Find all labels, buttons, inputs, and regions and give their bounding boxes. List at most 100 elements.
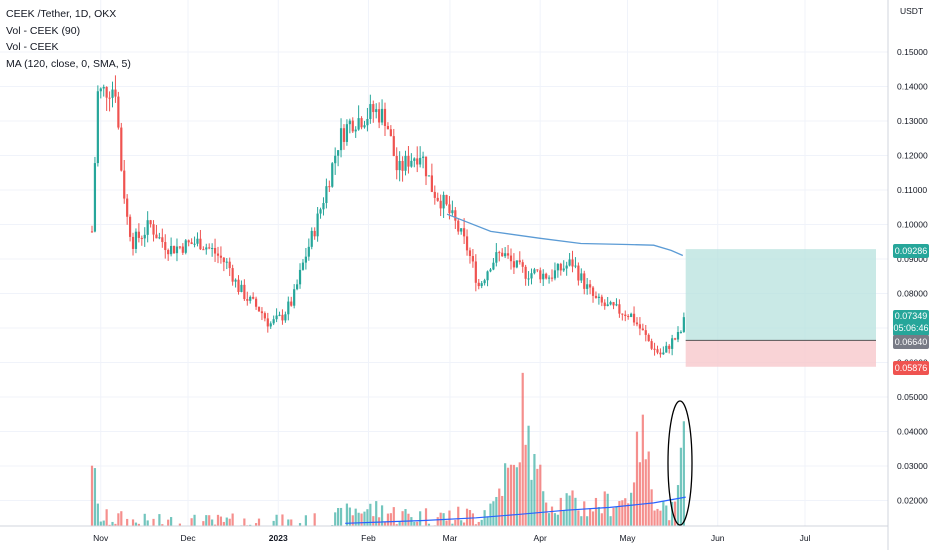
volume-bar <box>662 501 665 526</box>
volume-bar <box>208 515 211 526</box>
candle-body <box>662 352 665 355</box>
candle-body <box>178 246 181 248</box>
candle-body <box>316 213 319 237</box>
candlesticks <box>90 75 685 358</box>
candle-body <box>586 284 589 289</box>
candle-body <box>474 261 477 283</box>
volume-bar <box>509 464 513 526</box>
volume-bar <box>647 451 650 526</box>
candle-body <box>451 210 454 214</box>
candle-body <box>108 97 111 99</box>
candle-body <box>366 118 369 126</box>
candle-body <box>668 345 671 349</box>
volume-spike-annotation <box>667 400 693 526</box>
candle-body <box>463 228 466 237</box>
candle-body <box>501 252 504 257</box>
candle-body <box>471 256 474 262</box>
candle-body <box>568 259 571 266</box>
candle-body <box>337 150 340 156</box>
volume-bar <box>483 510 486 526</box>
candle-body <box>202 249 205 251</box>
volume-bar <box>380 505 384 526</box>
candle-body <box>354 129 357 132</box>
candle-body <box>436 197 439 201</box>
candle-body <box>624 314 627 317</box>
candle-body <box>378 109 381 123</box>
candle-body <box>339 128 343 151</box>
volume-bar <box>512 464 516 526</box>
candle-body <box>553 270 557 279</box>
candle-body <box>219 255 223 258</box>
candle-body <box>167 250 170 255</box>
legend-symbol[interactable]: CEEK /Tether, 1D, OKX <box>6 8 117 20</box>
candle-body <box>272 319 275 324</box>
volume-bar <box>606 493 609 526</box>
candle-body <box>252 296 255 299</box>
volume-bar <box>480 519 483 526</box>
volume-bar <box>656 508 659 526</box>
candle-body <box>671 338 674 349</box>
volume-bar <box>586 516 589 526</box>
candle-body <box>149 220 152 225</box>
candle-body <box>96 91 99 164</box>
y-tick-label: 0.09000 <box>897 254 928 264</box>
candle-body <box>187 240 190 243</box>
candle-body <box>205 247 208 250</box>
candle-body <box>515 260 518 268</box>
candle-body <box>298 269 302 285</box>
volume-bar <box>624 498 627 526</box>
y-tick-label: 0.14000 <box>897 82 928 92</box>
volume-bar <box>231 513 234 526</box>
legend-volume[interactable]: Vol - CEEK <box>6 41 59 53</box>
candle-body <box>492 262 495 270</box>
volume-bar <box>603 491 606 526</box>
volume-bar <box>366 509 369 526</box>
volume-bar <box>659 510 662 526</box>
volume-bar <box>679 447 683 526</box>
volume-bar <box>609 516 612 526</box>
y-tick-label: 0.02000 <box>897 496 928 506</box>
candle-body <box>363 125 366 128</box>
volume-bar <box>313 513 316 526</box>
candle-body <box>146 220 149 235</box>
legend-ma[interactable]: MA (120, close, 0, SMA, 5) <box>6 57 131 70</box>
candle-body <box>117 96 120 128</box>
candle-body <box>389 129 392 137</box>
volume-bar <box>369 503 372 526</box>
candle-body <box>533 269 536 274</box>
volume-bar <box>102 520 105 526</box>
volume-bar <box>272 520 275 526</box>
volume-bar <box>630 492 633 526</box>
volume-bar <box>351 515 354 526</box>
volume-bar <box>465 508 469 526</box>
volume-bar <box>665 505 668 526</box>
candle-body <box>486 271 489 281</box>
candle-body <box>342 128 346 142</box>
volume-bar <box>105 509 108 526</box>
candle-body <box>380 108 384 123</box>
candle-body <box>281 314 284 321</box>
volume-bar <box>372 516 375 526</box>
candle-body <box>577 265 580 281</box>
volume-bar <box>363 511 366 526</box>
candle-body <box>632 313 636 323</box>
volume-bar <box>219 516 223 526</box>
candle-body <box>372 104 375 113</box>
volume-bar <box>550 506 554 526</box>
candle-body <box>571 259 574 267</box>
candle-body <box>175 246 179 254</box>
candle-body <box>542 273 545 280</box>
candle-body <box>442 194 445 209</box>
volume-bar <box>257 518 261 526</box>
legend-volume-90[interactable]: Vol - CEEK (90) <box>6 24 81 37</box>
volume-bar <box>577 510 580 526</box>
volume-bar <box>650 489 653 526</box>
candle-body <box>495 252 498 263</box>
candle-body <box>357 118 360 130</box>
candle-body <box>284 314 287 321</box>
candle-body <box>574 265 577 267</box>
candle-body <box>170 245 173 255</box>
time-axis[interactable]: Nov Dec 2023 Feb Mar Apr May Jun Jul <box>0 525 888 543</box>
candle-body <box>102 86 105 89</box>
